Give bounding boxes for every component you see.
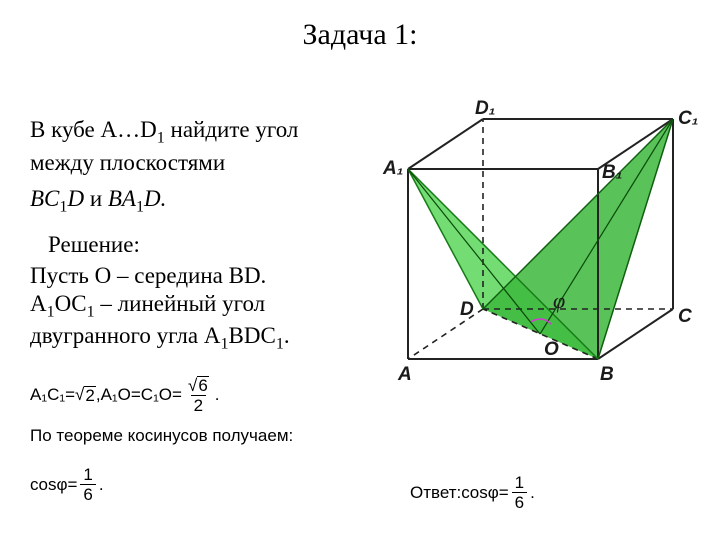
label-B: B bbox=[600, 364, 614, 386]
problem-statement: В кубе A…D1 найдите угол между плоскостя… bbox=[30, 116, 340, 177]
solution-line-1: Пусть О – середина BD. bbox=[30, 263, 266, 288]
label-D1: D₁ bbox=[475, 98, 495, 120]
cube-svg bbox=[350, 106, 710, 406]
solution-line-3: двугранного угла A1BDC1. bbox=[30, 323, 290, 348]
label-A1: A₁ bbox=[383, 158, 403, 180]
problem-text-2: между плоскостями bbox=[30, 150, 225, 175]
formula-lengths: A₁C₁=2, A₁O= C₁O= 62. bbox=[30, 376, 220, 414]
cube-diagram: A B C D A₁ B₁ C₁ D₁ O φ bbox=[350, 106, 710, 406]
label-B1: B₁ bbox=[602, 162, 622, 184]
solution-heading: Решение: bbox=[48, 232, 140, 258]
label-A: A bbox=[398, 364, 412, 386]
label-C1: C₁ bbox=[678, 108, 698, 130]
label-O: O bbox=[544, 339, 559, 361]
solution-line-2: A1OC1 – линейный угол bbox=[30, 291, 265, 316]
label-D: D bbox=[460, 299, 474, 321]
label-C: C bbox=[678, 306, 692, 328]
cosine-theorem-text: По теореме косинусов получаем: bbox=[30, 426, 293, 446]
planes-line: BC1D и BA1D. bbox=[30, 186, 166, 217]
answer-line: Ответ: cosφ= 16 . bbox=[410, 474, 535, 511]
solution-body: Пусть О – середина BD. A1OC1 – линейный … bbox=[30, 262, 340, 354]
problem-text-1: В кубе A…D1 найдите угол bbox=[30, 117, 298, 142]
label-phi: φ bbox=[553, 288, 565, 314]
cos-phi-result: cosφ= 16 . bbox=[30, 466, 104, 503]
page-title: Задача 1: bbox=[0, 18, 720, 52]
